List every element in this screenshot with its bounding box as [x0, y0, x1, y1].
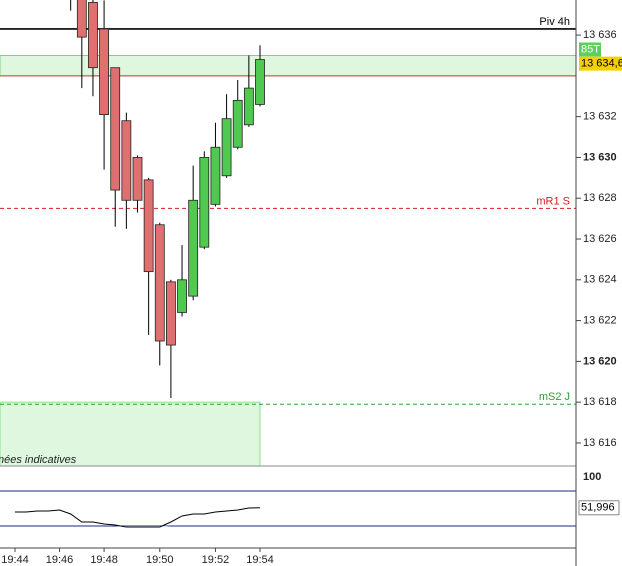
candle-body	[76, 0, 87, 38]
indicator-line	[15, 507, 261, 528]
price-marker-label: 13 634,6	[581, 58, 622, 70]
band-label-box	[579, 42, 601, 57]
x-tick-label: 19:52	[202, 554, 230, 566]
candle-body	[255, 59, 265, 105]
candle-body	[121, 120, 132, 201]
last-value-label: 51,996	[581, 502, 615, 514]
y-tick-label: 13 624	[583, 274, 617, 286]
candle-body	[188, 199, 199, 297]
candle-body	[199, 157, 210, 248]
y-tick-label: 13 636	[583, 29, 617, 41]
level-label: mR1 S	[536, 195, 570, 207]
candle-body	[88, 2, 98, 69]
x-tick-label: 19:48	[90, 554, 118, 566]
candle-body	[154, 224, 165, 342]
candle-body	[166, 281, 176, 346]
y-tick-label: 13 628	[583, 192, 617, 204]
level-label: mS2 J	[539, 391, 570, 403]
candle-body	[110, 67, 121, 191]
candle-body	[143, 179, 154, 273]
x-tick-label: 19:54	[246, 554, 274, 566]
price-marker-box	[579, 56, 622, 71]
last-value-box	[578, 500, 620, 516]
zone-label: nées indicatives	[0, 454, 77, 466]
y-tick-label: 13 626	[583, 233, 617, 245]
y-tick-label: 13 622	[583, 314, 617, 326]
candle-body	[177, 279, 187, 313]
candle-body	[210, 146, 221, 205]
y-tick-label: 13 618	[583, 396, 617, 408]
candle-body	[243, 87, 254, 126]
candle-body	[221, 118, 232, 177]
x-tick-label: 19:50	[146, 554, 174, 566]
y-tick-label: 13 620	[583, 355, 617, 367]
candle-body	[132, 157, 143, 201]
zone	[0, 401, 261, 467]
candle-body	[99, 28, 109, 116]
level-label: Piv 4h	[539, 16, 570, 28]
y-tick-label: 13 632	[583, 111, 617, 123]
y-tick-label: 100	[583, 471, 601, 483]
below-zero-fill	[15, 525, 260, 528]
band	[0, 54, 577, 77]
x-tick-label: 19:46	[46, 554, 74, 566]
y-tick-label: 13 616	[583, 437, 617, 449]
candle-body	[232, 99, 243, 148]
x-tick-label: 19:44	[1, 554, 29, 566]
band-label: 85T	[581, 43, 600, 55]
y-tick-label: 13 630	[583, 151, 617, 163]
